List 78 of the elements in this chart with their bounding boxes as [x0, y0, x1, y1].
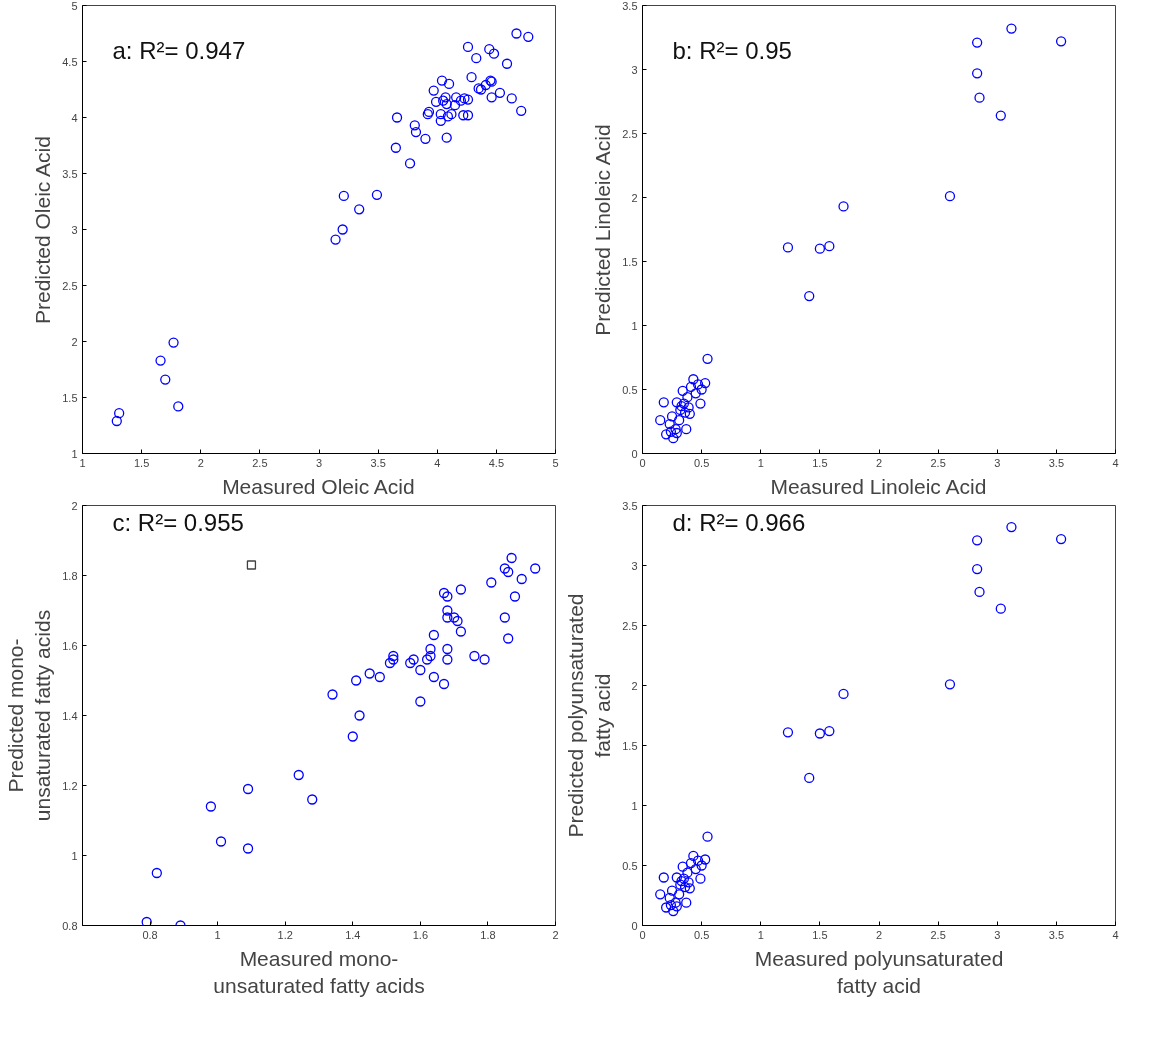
y-tick-label: 0	[631, 447, 638, 460]
y-tick-label: 3.5	[622, 0, 638, 12]
x-tick-label: 1.5	[812, 928, 828, 941]
y-tick-label: 1.6	[62, 639, 78, 652]
x-tick-label: 3	[315, 456, 323, 469]
x-tick-label: 1.5	[812, 456, 828, 469]
x-tick-label: 3	[994, 456, 1001, 469]
x-tick-label: 4	[434, 456, 441, 469]
x-tick-label: 0.5	[693, 928, 710, 941]
y-tick-label: 1	[71, 849, 78, 862]
x-tick-label: 0	[639, 928, 646, 941]
y-tick-label: 1	[71, 447, 78, 460]
y-tick-label: 4	[71, 111, 78, 124]
x-tick-label: 2.5	[930, 928, 946, 941]
x-axis-title: Measured Linoleic Acid	[770, 474, 987, 498]
y-tick-label: 1	[631, 319, 638, 332]
y-tick-label: 2	[631, 679, 638, 692]
x-tick-label: 1.8	[480, 928, 496, 941]
x-tick-label: 2.5	[930, 456, 946, 469]
y-tick-label: 2	[71, 499, 78, 512]
annotation: b: R²= 0.95	[672, 36, 792, 64]
y-tick-label: 0	[631, 919, 638, 932]
x-tick-label: 2	[875, 456, 883, 469]
x-tick-label: 0	[639, 456, 646, 469]
x-tick-label: 3.5	[1048, 456, 1065, 469]
x-tick-label: 3	[994, 928, 1001, 941]
x-tick-label: 4	[1112, 456, 1119, 469]
y-tick-label: 3	[71, 223, 78, 236]
y-axis-title: Predicted Oleic Acid	[31, 136, 55, 325]
x-tick-label: 2	[197, 456, 204, 469]
y-tick-label: 2	[71, 335, 78, 348]
x-tick-label: 1	[757, 928, 764, 941]
x-tick-label: 2	[875, 928, 883, 941]
x-tick-label: 4	[1112, 928, 1119, 941]
y-tick-label: 4.5	[62, 55, 78, 68]
y-tick-label: 1	[631, 799, 638, 812]
x-tick-label: 1	[214, 928, 221, 941]
y-tick-label: 3	[631, 63, 638, 76]
x-tick-label: 1.2	[277, 928, 293, 941]
x-tick-label: 3.5	[1048, 928, 1065, 941]
x-tick-label: 5	[552, 456, 559, 469]
y-tick-label: 1.2	[62, 779, 78, 792]
x-tick-label: 3.5	[370, 456, 386, 469]
y-tick-label: 2.5	[62, 279, 78, 292]
x-tick-label: 0.5	[693, 456, 710, 469]
x-axis-title: Measured mono- unsaturated fatty acids	[213, 946, 425, 998]
x-tick-label: 1.4	[345, 928, 361, 941]
y-tick-label: 5	[71, 0, 78, 12]
annotation: c: R²= 0.955	[112, 508, 244, 536]
y-tick-label: 1.5	[622, 255, 638, 268]
x-tick-label: 2.5	[252, 456, 268, 469]
x-tick-label: 1	[757, 456, 764, 469]
x-tick-label: 1	[79, 456, 86, 469]
x-tick-label: 1.5	[133, 456, 150, 469]
y-axis-title: Predicted Linoleic Acid	[591, 124, 615, 336]
y-axis-title: Predicted mono- unsaturated fatty acids	[3, 609, 55, 822]
y-tick-label: 3.5	[622, 499, 638, 512]
y-tick-label: 1.4	[62, 709, 78, 722]
y-tick-label: 2.5	[622, 127, 638, 140]
x-axis-title: Measured polyunsaturated fatty acid	[754, 946, 1004, 998]
x-tick-label: 0.8	[142, 928, 158, 941]
y-tick-label: 1.8	[62, 569, 78, 582]
x-tick-label: 1.6	[412, 928, 429, 941]
x-tick-label: 2	[552, 928, 559, 941]
y-tick-label: 3.5	[62, 167, 78, 180]
annotation: a: R²= 0.947	[112, 36, 246, 64]
y-tick-label: 0.5	[622, 383, 638, 396]
x-tick-label: 4.5	[488, 456, 505, 469]
y-tick-label: 0.8	[62, 919, 78, 932]
y-tick-label: 1.5	[62, 391, 78, 404]
y-tick-label: 1.5	[622, 739, 638, 752]
y-axis-title: Predicted polyunsaturated fatty acid	[563, 593, 615, 838]
annotation: d: R²= 0.966	[672, 508, 806, 536]
y-tick-label: 2.5	[622, 619, 638, 632]
y-tick-label: 0.5	[622, 859, 638, 872]
x-axis-title: Measured Oleic Acid	[222, 474, 415, 498]
y-tick-label: 2	[631, 191, 638, 204]
y-tick-label: 3	[631, 559, 638, 572]
